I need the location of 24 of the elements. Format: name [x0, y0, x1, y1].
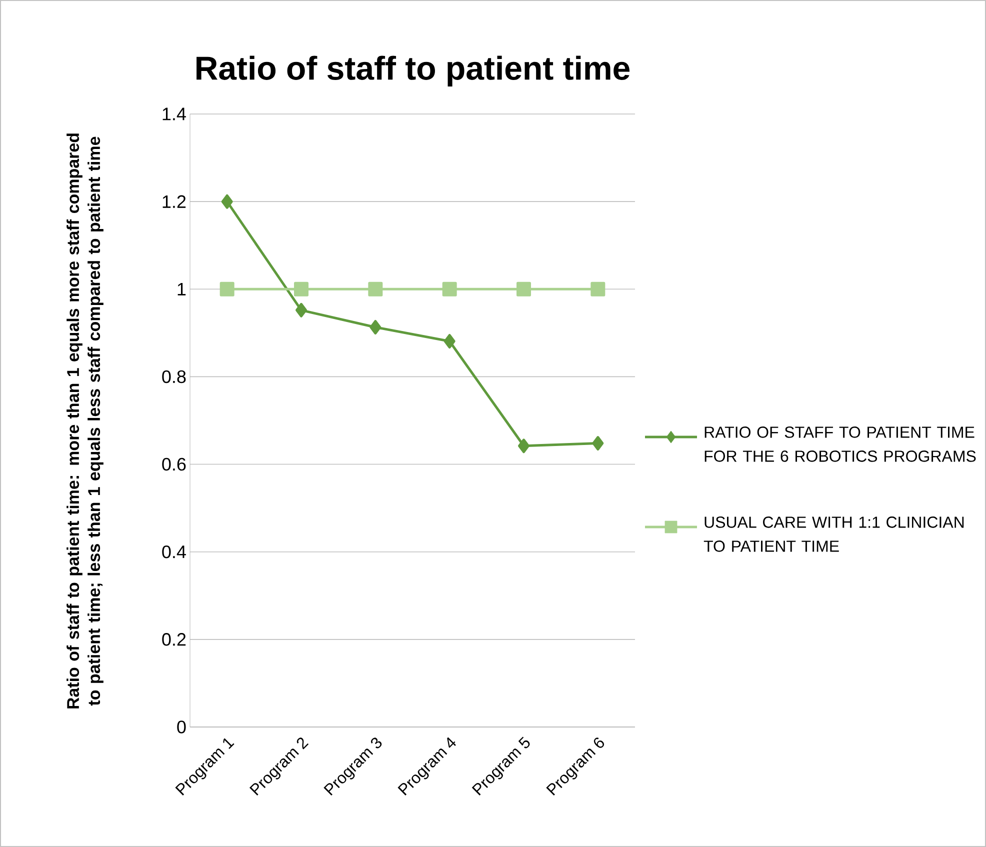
y-tick-label: 1.2 — [162, 195, 186, 208]
y-axis-title: Ratio of staff to patient time: more than 1 equals more staff compared to patient time; less than 1 equals less staff compared to patient time — [66, 134, 104, 708]
point — [516, 282, 531, 296]
point — [442, 282, 457, 296]
y-tick-label: 1.4 — [162, 108, 186, 120]
y-tick-label: 0.6 — [162, 458, 186, 471]
point — [370, 320, 382, 334]
point — [221, 194, 233, 209]
legend-label: USUAL CARE WITH 1:1 CLINICIAN TO PATIENT TIME — [704, 516, 964, 552]
point — [518, 438, 530, 454]
point — [590, 282, 606, 296]
point — [368, 282, 383, 296]
y-tick-label: 0.8 — [162, 370, 186, 384]
point — [296, 302, 307, 318]
y-tick-label: 0.4 — [162, 545, 186, 558]
y-tick-label: 1 — [178, 282, 186, 296]
legend-label: RATIO OF STAFF TO PATIENT TIME FOR THE 6 ROBOTICS PROGRAMS — [704, 426, 976, 462]
y-tick-label: 0.2 — [162, 633, 186, 646]
chart-title: Ratio of staff to patient time — [196, 56, 630, 86]
point — [592, 436, 604, 451]
point — [220, 282, 234, 296]
point — [444, 334, 456, 348]
point — [294, 282, 308, 296]
y-tick-label: 0 — [177, 720, 186, 734]
